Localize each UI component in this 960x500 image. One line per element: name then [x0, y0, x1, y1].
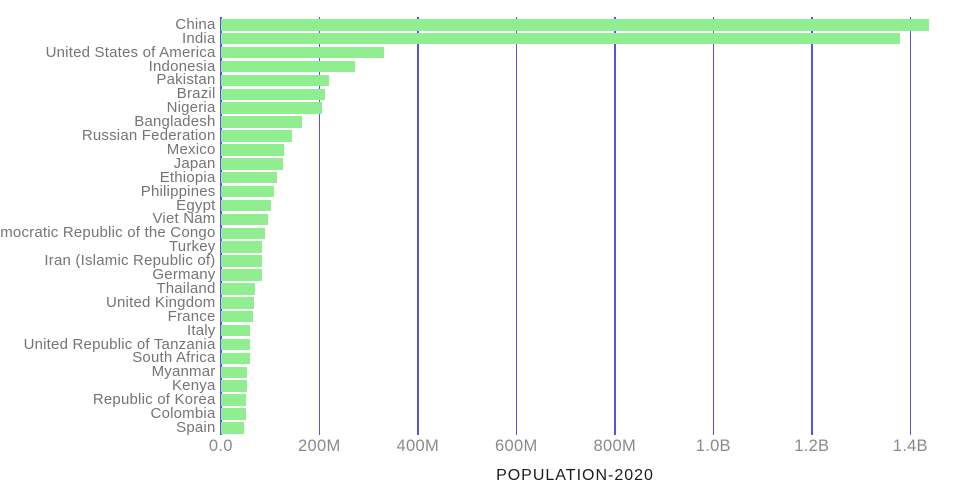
bar-democratic-republic-of-the-congo — [220, 227, 265, 239]
country-label: Kenya — [171, 377, 216, 395]
bar-nigeria — [220, 102, 322, 114]
x-tick-label: 0.0 — [208, 437, 233, 455]
bar-germany — [220, 269, 262, 281]
bar-china — [220, 19, 930, 31]
x-axis-title: POPULATION-2020 — [496, 467, 654, 484]
bar-republic-of-korea — [220, 394, 246, 406]
bar-iran-islamic-republic-of — [220, 255, 262, 267]
bar-united-kingdom — [220, 297, 254, 309]
country-label: China — [175, 15, 216, 33]
bar-indonesia — [220, 60, 356, 73]
country-label: South Africa — [132, 349, 216, 367]
gridline — [220, 17, 222, 435]
country-label: Brazil — [176, 85, 216, 103]
bar-turkey — [220, 241, 263, 253]
country-label: Philippines — [140, 182, 216, 200]
bar-italy — [220, 324, 251, 337]
bar-viet-nam — [220, 213, 269, 226]
bar-russian-federation — [220, 130, 293, 142]
country-label: United Kingdom — [105, 293, 216, 311]
gridline — [811, 17, 813, 435]
country-label: Russian Federation — [81, 127, 216, 144]
bar-spain — [220, 422, 244, 434]
bar-united-republic-of-tanzania — [220, 338, 250, 351]
country-label: Viet Nam — [152, 210, 216, 228]
country-label: Pakistan — [156, 71, 216, 89]
country-label: Spain — [176, 418, 216, 436]
bar-ethiopia — [220, 171, 278, 184]
x-tick-label: 1.2B — [794, 437, 830, 455]
bar-india — [220, 32, 901, 45]
x-tick-label: 200M — [298, 437, 341, 455]
x-tick-label: 1.0B — [695, 437, 731, 455]
bar-myanmar — [220, 366, 248, 378]
country-label: Myanmar — [151, 363, 216, 381]
x-tick-label: 1.4B — [892, 437, 928, 455]
bar-colombia — [220, 408, 246, 420]
country-label: Iran (Islamic Republic of) — [44, 252, 216, 270]
country-label: Germany — [152, 266, 216, 283]
country-label: Bangladesh — [134, 113, 216, 131]
bar-south-africa — [220, 352, 250, 365]
country-label: Nigeria — [166, 99, 216, 117]
country-label: Ethiopia — [159, 168, 216, 186]
x-tick-label: 800M — [593, 437, 637, 455]
country-label: Colombia — [150, 405, 216, 422]
country-label: United States of America — [45, 43, 216, 61]
bar-kenya — [220, 380, 247, 392]
country-label: Egypt — [176, 196, 216, 214]
gridline — [909, 17, 912, 435]
x-tick-label: 600M — [495, 437, 538, 455]
country-label: Turkey — [169, 238, 216, 256]
country-label: France — [167, 307, 216, 325]
bar-bangladesh — [220, 116, 302, 128]
bar-france — [220, 310, 253, 323]
gridline — [318, 17, 321, 435]
country-label: Indonesia — [148, 57, 216, 75]
bar-united-states-of-america — [220, 46, 384, 59]
bar-mexico — [220, 144, 284, 156]
bar-japan — [220, 158, 283, 170]
gridline — [614, 17, 616, 435]
bar-thailand — [220, 283, 255, 295]
country-label: Mexico — [166, 140, 216, 158]
country-label: Japan — [173, 154, 216, 172]
gridline — [515, 17, 518, 435]
bar-brazil — [220, 88, 326, 100]
country-label: United Republic of Tanzania — [23, 335, 216, 353]
bar-pakistan — [220, 74, 330, 87]
bar-egypt — [220, 199, 271, 212]
bar-philippines — [220, 185, 275, 198]
country-label: India — [181, 29, 216, 47]
gridline — [712, 17, 715, 435]
gridline — [417, 17, 419, 435]
country-label: Democratic Republic of the Congo — [0, 224, 216, 242]
country-label: Italy — [186, 321, 216, 339]
x-tick-label: 400M — [396, 437, 440, 455]
country-label: Republic of Korea — [92, 391, 216, 409]
country-label: Thailand — [156, 279, 216, 297]
